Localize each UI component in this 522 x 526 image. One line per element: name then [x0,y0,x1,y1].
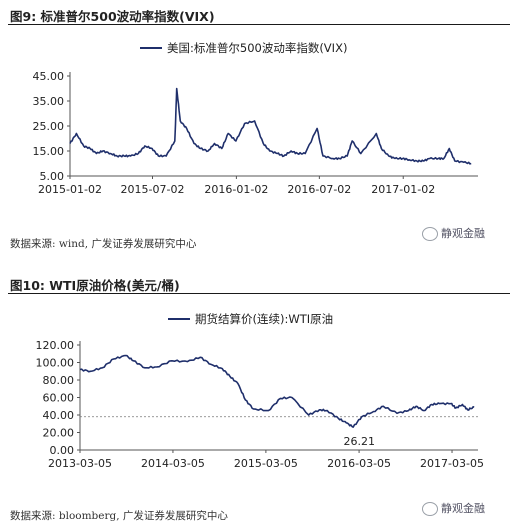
figure1-source: 数据来源: wind, 广发证券发展研究中心 [10,238,197,250]
min-value-annotation: 26.21 [343,435,375,448]
wti-line-chart: 期货结算价(连续):WTI原油 120.00 100.00 80.00 60.00 40.… [36,312,484,470]
figure2-watermark-text: 静观金融 [441,502,485,515]
y-tick-label: 60.00 [43,392,75,405]
y-tick-label: 100.00 [36,357,75,370]
series-line [69,87,472,165]
x-tick-label: 2013-03-05 [48,457,112,470]
y-tick-label: 20.00 [43,427,75,440]
figure2-watermark: 静观金融 [422,500,485,516]
y-tick-label: 25.00 [33,120,65,133]
x-tick-label: 2015-03-05 [234,457,298,470]
figure1-title-rule [8,24,510,25]
y-tick-label: 35.00 [33,95,65,108]
y-tick-label: 120.00 [36,339,75,352]
figure2-title: 图10: WTI原油价格(美元/桶) [10,278,180,293]
y-tick-label: 45.00 [33,70,65,83]
y-tick-label: 5.00 [40,170,65,183]
x-tick-label: 2014-03-05 [141,457,205,470]
x-tick-label: 2017-01-02 [371,183,435,196]
watermark-logo-icon [422,502,438,516]
figure1-title: 图9: 标准普尔500波动率指数(VIX) [10,9,215,24]
y-tick-label: 0.00 [50,444,75,457]
legend-label: 美国:标准普尔500波动率指数(VIX) [167,41,347,55]
figure1-watermark: 静观金融 [422,225,485,241]
x-tick-label: 2016-07-02 [287,183,351,196]
x-tick-label: 2015-07-02 [121,183,185,196]
watermark-logo-icon [422,227,438,241]
figure2-source: 数据来源: bloomberg, 广发证券发展研究中心 [10,510,228,522]
x-tick-label: 2017-03-05 [420,457,484,470]
series-line [79,354,475,428]
figure2-title-rule [8,293,510,294]
x-tick-label: 2015-01-02 [38,183,102,196]
y-tick-label: 80.00 [43,374,75,387]
x-tick-label: 2016-01-02 [204,183,268,196]
vix-line-chart: 美国:标准普尔500波动率指数(VIX) 45.00 35.00 25.00 15.00… [33,41,478,196]
figure1-watermark-text: 静观金融 [441,227,485,240]
y-tick-label: 40.00 [43,409,75,422]
x-tick-label: 2016-03-05 [327,457,391,470]
y-tick-label: 15.00 [33,145,65,158]
legend-label: 期货结算价(连续):WTI原油 [195,312,333,326]
